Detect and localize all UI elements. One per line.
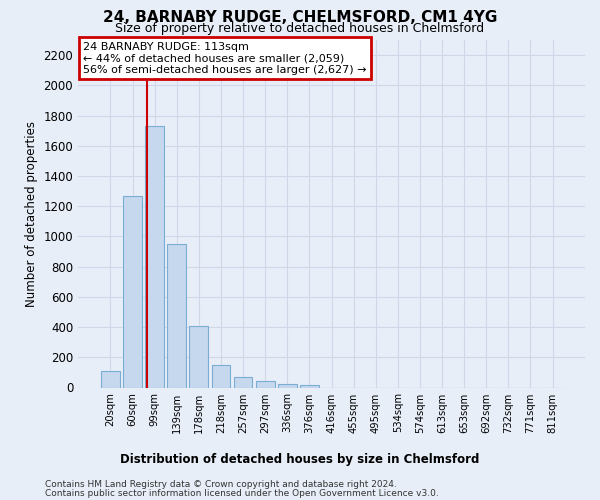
Text: Size of property relative to detached houses in Chelmsford: Size of property relative to detached ho… — [115, 22, 485, 35]
Text: Contains HM Land Registry data © Crown copyright and database right 2024.: Contains HM Land Registry data © Crown c… — [45, 480, 397, 489]
Bar — [123, 196, 142, 388]
Text: 24, BARNABY RUDGE, CHELMSFORD, CM1 4YG: 24, BARNABY RUDGE, CHELMSFORD, CM1 4YG — [103, 10, 497, 26]
Bar — [145, 126, 164, 388]
Y-axis label: Number of detached properties: Number of detached properties — [25, 120, 38, 306]
Text: Distribution of detached houses by size in Chelmsford: Distribution of detached houses by size … — [121, 452, 479, 466]
Bar — [101, 371, 120, 388]
Text: Contains public sector information licensed under the Open Government Licence v3: Contains public sector information licen… — [45, 489, 439, 498]
Text: 24 BARNABY RUDGE: 113sqm
← 44% of detached houses are smaller (2,059)
56% of sem: 24 BARNABY RUDGE: 113sqm ← 44% of detach… — [83, 42, 367, 75]
Bar — [278, 384, 296, 388]
Bar — [190, 326, 208, 388]
Bar — [233, 377, 253, 388]
Bar — [167, 244, 186, 388]
Bar — [256, 382, 275, 388]
Bar — [212, 365, 230, 388]
Bar — [300, 385, 319, 388]
